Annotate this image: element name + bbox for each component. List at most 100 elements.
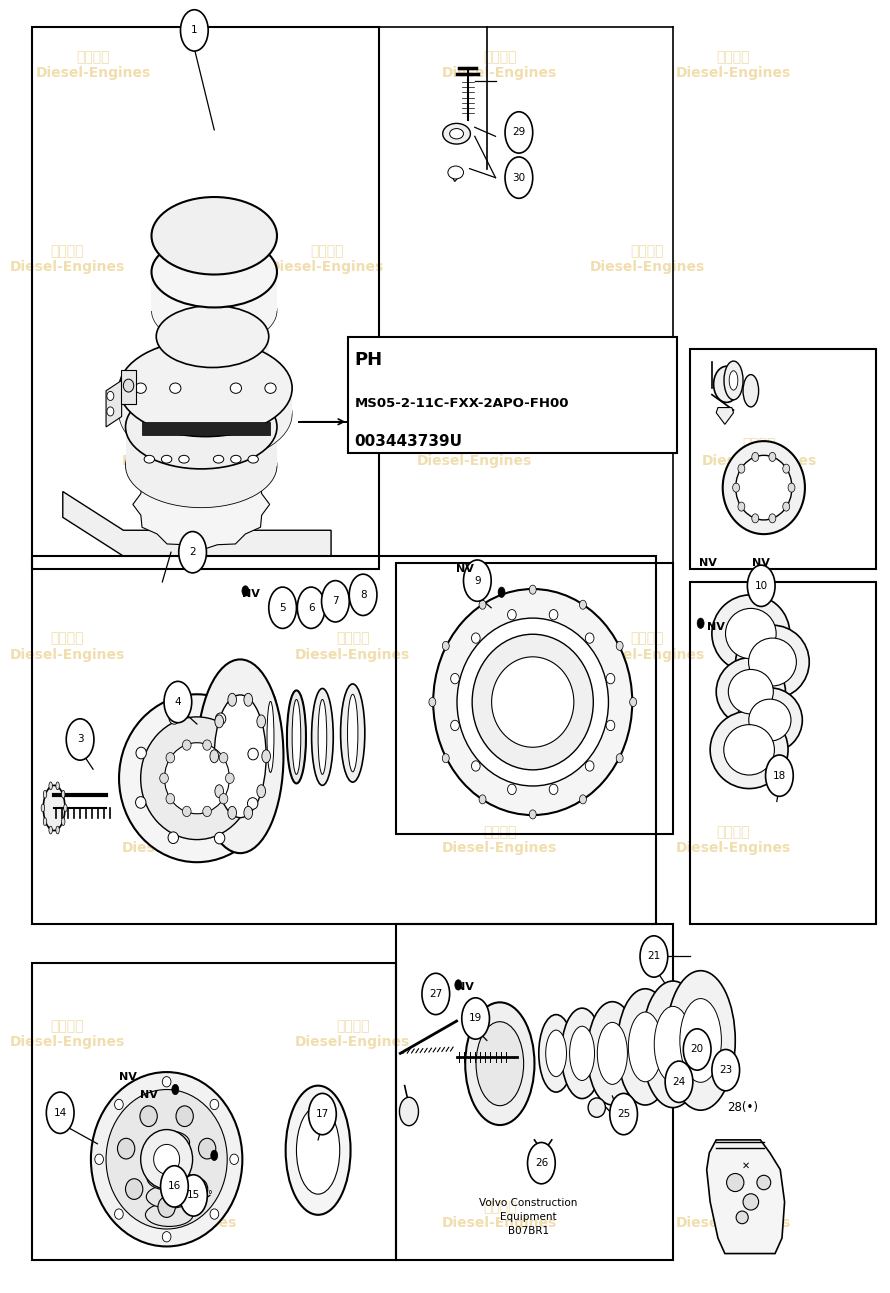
Ellipse shape (49, 826, 53, 834)
Ellipse shape (616, 754, 623, 763)
Ellipse shape (230, 1155, 239, 1165)
Text: NV: NV (457, 564, 474, 574)
Ellipse shape (562, 1009, 603, 1099)
Ellipse shape (41, 804, 44, 812)
Text: 紫发动力
Diesel-Engines: 紫发动力 Diesel-Engines (36, 50, 150, 80)
Ellipse shape (312, 688, 333, 785)
Ellipse shape (617, 989, 674, 1106)
Text: 27: 27 (429, 989, 442, 999)
Ellipse shape (107, 392, 114, 401)
Ellipse shape (107, 407, 114, 416)
Ellipse shape (214, 455, 223, 463)
Text: NV: NV (242, 588, 260, 599)
Ellipse shape (442, 123, 471, 144)
Ellipse shape (244, 693, 253, 706)
Text: NV: NV (118, 1072, 137, 1082)
Circle shape (164, 681, 191, 723)
Ellipse shape (666, 971, 735, 1111)
Polygon shape (133, 459, 270, 550)
Ellipse shape (725, 609, 776, 658)
Ellipse shape (125, 1179, 142, 1200)
Ellipse shape (449, 128, 464, 138)
Ellipse shape (248, 455, 258, 463)
Bar (348, 336, 677, 453)
Text: 5: 5 (279, 603, 286, 613)
Text: 10: 10 (755, 581, 768, 591)
Ellipse shape (247, 798, 258, 809)
Ellipse shape (148, 1149, 190, 1173)
Ellipse shape (736, 626, 809, 698)
Text: 18: 18 (773, 771, 786, 781)
Ellipse shape (203, 740, 212, 750)
Ellipse shape (262, 750, 271, 763)
Ellipse shape (341, 684, 365, 782)
Ellipse shape (106, 1090, 227, 1230)
Text: NV: NV (457, 983, 474, 993)
Circle shape (172, 1085, 179, 1095)
Text: Volvo Construction
Equipment
B07BR1: Volvo Construction Equipment B07BR1 (479, 1199, 578, 1236)
Circle shape (211, 1151, 218, 1161)
Text: 紫发动力
Diesel-Engines: 紫发动力 Diesel-Engines (702, 437, 817, 468)
Ellipse shape (56, 782, 60, 790)
Text: °: ° (207, 1191, 212, 1200)
Ellipse shape (61, 790, 65, 798)
Text: 2: 2 (190, 547, 196, 557)
Text: NV: NV (752, 557, 770, 568)
Ellipse shape (738, 464, 745, 473)
Text: 紫发动力
Diesel-Engines: 紫发动力 Diesel-Engines (589, 244, 705, 274)
Ellipse shape (433, 590, 632, 815)
Ellipse shape (318, 700, 327, 775)
Ellipse shape (400, 1098, 418, 1126)
Ellipse shape (144, 455, 155, 463)
Ellipse shape (190, 1179, 207, 1200)
Circle shape (66, 719, 94, 760)
Ellipse shape (215, 712, 226, 724)
Ellipse shape (491, 657, 574, 747)
Circle shape (309, 1094, 336, 1135)
Circle shape (765, 755, 793, 796)
Ellipse shape (49, 782, 53, 790)
Ellipse shape (507, 785, 516, 794)
Ellipse shape (135, 383, 146, 393)
Polygon shape (707, 1140, 785, 1253)
Ellipse shape (783, 464, 789, 473)
Ellipse shape (267, 701, 274, 772)
Ellipse shape (64, 804, 67, 812)
Text: 3: 3 (77, 734, 84, 745)
Ellipse shape (347, 694, 358, 772)
Ellipse shape (231, 455, 241, 463)
Text: 4: 4 (174, 697, 182, 707)
Ellipse shape (166, 753, 174, 763)
Text: 紫发动力
Diesel-Engines: 紫发动力 Diesel-Engines (442, 1200, 557, 1230)
Ellipse shape (450, 674, 459, 684)
Ellipse shape (606, 720, 615, 731)
Ellipse shape (151, 197, 277, 274)
Ellipse shape (769, 453, 776, 462)
Ellipse shape (479, 600, 486, 609)
Ellipse shape (442, 641, 449, 650)
Ellipse shape (146, 1186, 192, 1209)
Ellipse shape (732, 484, 740, 493)
Ellipse shape (736, 455, 792, 520)
Ellipse shape (165, 742, 230, 813)
Ellipse shape (628, 1012, 662, 1082)
Circle shape (181, 10, 208, 50)
Ellipse shape (738, 688, 802, 753)
Bar (33, 963, 396, 1259)
Ellipse shape (606, 674, 615, 684)
Circle shape (505, 111, 533, 153)
Ellipse shape (549, 785, 558, 794)
Circle shape (610, 1094, 637, 1135)
Ellipse shape (729, 371, 738, 390)
Ellipse shape (783, 502, 789, 511)
Ellipse shape (119, 340, 292, 437)
Ellipse shape (748, 700, 791, 741)
Ellipse shape (182, 807, 191, 817)
Ellipse shape (219, 794, 228, 804)
Ellipse shape (507, 609, 516, 619)
Circle shape (528, 1143, 555, 1184)
Ellipse shape (182, 740, 191, 750)
Ellipse shape (743, 375, 758, 407)
Text: NV: NV (141, 1090, 158, 1099)
Ellipse shape (214, 715, 223, 728)
